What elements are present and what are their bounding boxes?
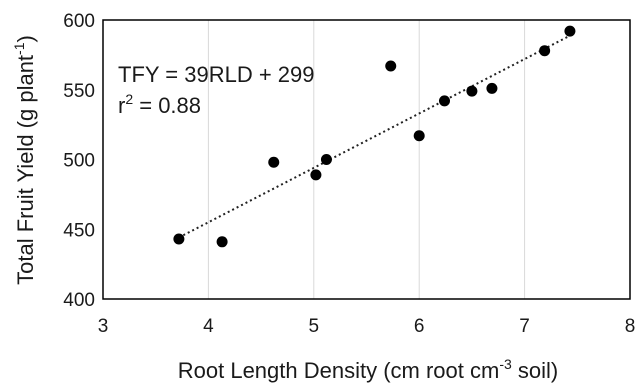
- data-point: [564, 25, 576, 37]
- x-tick-label: 5: [309, 316, 320, 337]
- y-tick-label: 400: [63, 290, 95, 311]
- x-tick-label: 6: [414, 316, 425, 337]
- data-point: [268, 156, 280, 168]
- data-points: [173, 25, 576, 248]
- trendline: [178, 34, 571, 239]
- x-tick-label: 4: [203, 316, 214, 337]
- x-axis-title: Root Length Density (cm root cm-3 soil): [178, 356, 558, 383]
- x-tick-labels: 3 4 5 6 7 8: [98, 316, 636, 337]
- data-point: [539, 45, 551, 57]
- data-point: [216, 236, 228, 248]
- r-squared-label: r2 = 0.88: [118, 91, 201, 118]
- plot-area-frame: [102, 19, 631, 300]
- data-point: [438, 95, 450, 107]
- y-tick-label: 600: [63, 11, 95, 32]
- data-point: [173, 233, 185, 245]
- data-point: [310, 169, 322, 181]
- data-point: [385, 60, 397, 72]
- data-point: [320, 154, 332, 165]
- y-tick-label: 500: [63, 151, 95, 172]
- x-tick-label: 8: [625, 316, 636, 337]
- y-axis-title: Total Fruit Yield (g plant-1): [11, 35, 38, 285]
- y-tick-labels: 400 450 500 550 600: [63, 11, 95, 311]
- x-tick-label: 3: [98, 316, 109, 337]
- data-point: [486, 82, 498, 94]
- data-point: [413, 130, 425, 142]
- y-tick-label: 450: [63, 220, 95, 241]
- data-point: [466, 85, 478, 97]
- gridlines: [207, 20, 526, 299]
- regression-equation: TFY = 39RLD + 299: [118, 62, 315, 87]
- y-tick-label: 550: [63, 81, 95, 102]
- x-tick-label: 7: [519, 316, 530, 337]
